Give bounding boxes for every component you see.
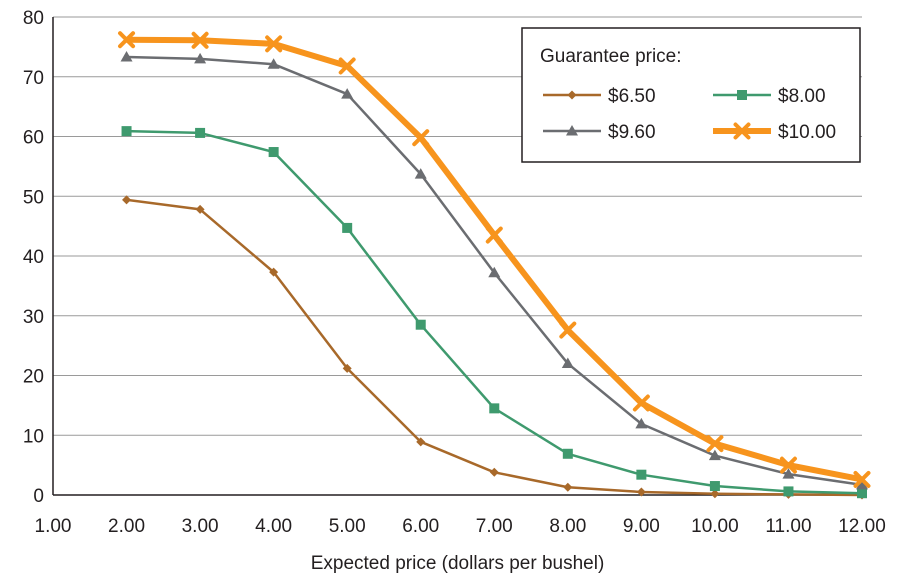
y-tick-label: 30	[23, 307, 44, 328]
data-point	[488, 266, 501, 278]
data-point	[195, 204, 205, 214]
data-point	[632, 394, 650, 412]
data-point	[708, 449, 721, 461]
legend-item: $8.00	[713, 86, 826, 107]
series-group	[118, 31, 871, 500]
data-point	[341, 88, 354, 99]
data-point	[783, 486, 794, 497]
series-2	[121, 126, 867, 499]
legend-marker	[567, 90, 577, 100]
y-tick-label: 10	[23, 426, 44, 447]
legend-label: $9.60	[608, 122, 656, 143]
data-point	[485, 226, 503, 244]
legend-label: $8.00	[778, 86, 826, 107]
data-point	[414, 168, 427, 179]
y-tick-label: 40	[23, 247, 44, 268]
data-point	[561, 357, 574, 369]
x-tick-label: 12.00	[838, 516, 886, 537]
data-point	[191, 31, 209, 49]
data-point	[563, 482, 573, 492]
data-point	[706, 435, 724, 453]
x-tick-label: 11.00	[765, 516, 811, 537]
data-point	[636, 469, 647, 480]
data-point	[489, 403, 500, 414]
x-tick-label: 5.00	[329, 516, 366, 537]
data-point	[782, 468, 795, 479]
data-point	[856, 478, 868, 490]
legend: Guarantee price: $6.50 $8.00 $9.60 $10.00	[521, 27, 861, 163]
data-point	[415, 319, 426, 330]
data-point	[562, 448, 573, 459]
data-point	[120, 51, 133, 62]
series-line	[126, 198, 863, 497]
data-point	[710, 489, 720, 499]
y-tick-label: 50	[23, 187, 44, 208]
x-tick-label: 10.00	[691, 516, 739, 537]
data-point	[636, 487, 646, 497]
data-point	[194, 52, 207, 64]
data-point	[342, 363, 352, 373]
series-1	[122, 195, 867, 500]
data-point	[195, 127, 206, 138]
legend-item: $6.50	[543, 86, 656, 107]
x-tick-label: 2.00	[108, 516, 145, 537]
x-tick-label: 4.00	[255, 516, 292, 537]
data-point	[118, 31, 136, 49]
y-tick-label: 0	[33, 486, 44, 507]
data-point	[267, 58, 280, 69]
data-point	[121, 126, 132, 137]
y-tick-label: 70	[23, 68, 44, 89]
legend-title: Guarantee price:	[540, 46, 682, 67]
legend-marker	[737, 90, 747, 100]
y-tick-label: 60	[23, 128, 44, 149]
data-point	[635, 417, 648, 429]
legend-label: $10.00	[778, 122, 836, 143]
data-point	[416, 437, 426, 447]
data-point	[342, 222, 353, 233]
x-tick-label: 6.00	[402, 516, 439, 537]
data-point	[269, 267, 279, 277]
gridlines	[53, 16, 862, 436]
data-point	[265, 35, 283, 53]
x-tick-label: 3.00	[182, 516, 219, 537]
legend-label: $6.50	[608, 86, 656, 107]
x-tick-labels: 1.00 2.00 3.00 4.00 5.00 6.00 7.00 8.00 9.00 10.0…	[35, 516, 886, 537]
data-point	[559, 321, 577, 339]
data-point	[489, 467, 499, 477]
data-point	[779, 456, 797, 474]
y-tick-labels: 0 10 20 30 40 50 60 70 80	[23, 8, 44, 507]
legend-items: $6.50 $8.00 $9.60 $10.00	[543, 86, 836, 143]
x-tick-label: 9.00	[623, 516, 660, 537]
legend-marker	[733, 122, 751, 140]
data-point	[338, 57, 356, 75]
data-point	[268, 147, 279, 158]
x-tick-label: 7.00	[476, 516, 513, 537]
y-tick-label: 80	[23, 8, 44, 29]
x-tick-label: 8.00	[549, 516, 586, 537]
legend-item: $9.60	[543, 122, 656, 143]
y-tick-label: 20	[23, 367, 44, 388]
series-line	[126, 129, 863, 495]
data-point	[853, 470, 871, 488]
x-axis-title: Expected price (dollars per bushel)	[311, 553, 605, 574]
legend-item: $10.00	[713, 122, 836, 143]
x-tick-label: 1.00	[35, 516, 72, 537]
series-3	[120, 51, 868, 490]
series-4	[118, 31, 871, 488]
legend-marker	[566, 125, 578, 136]
data-point	[122, 195, 132, 205]
data-point	[412, 129, 430, 147]
data-point	[709, 481, 720, 492]
data-point	[857, 488, 867, 499]
